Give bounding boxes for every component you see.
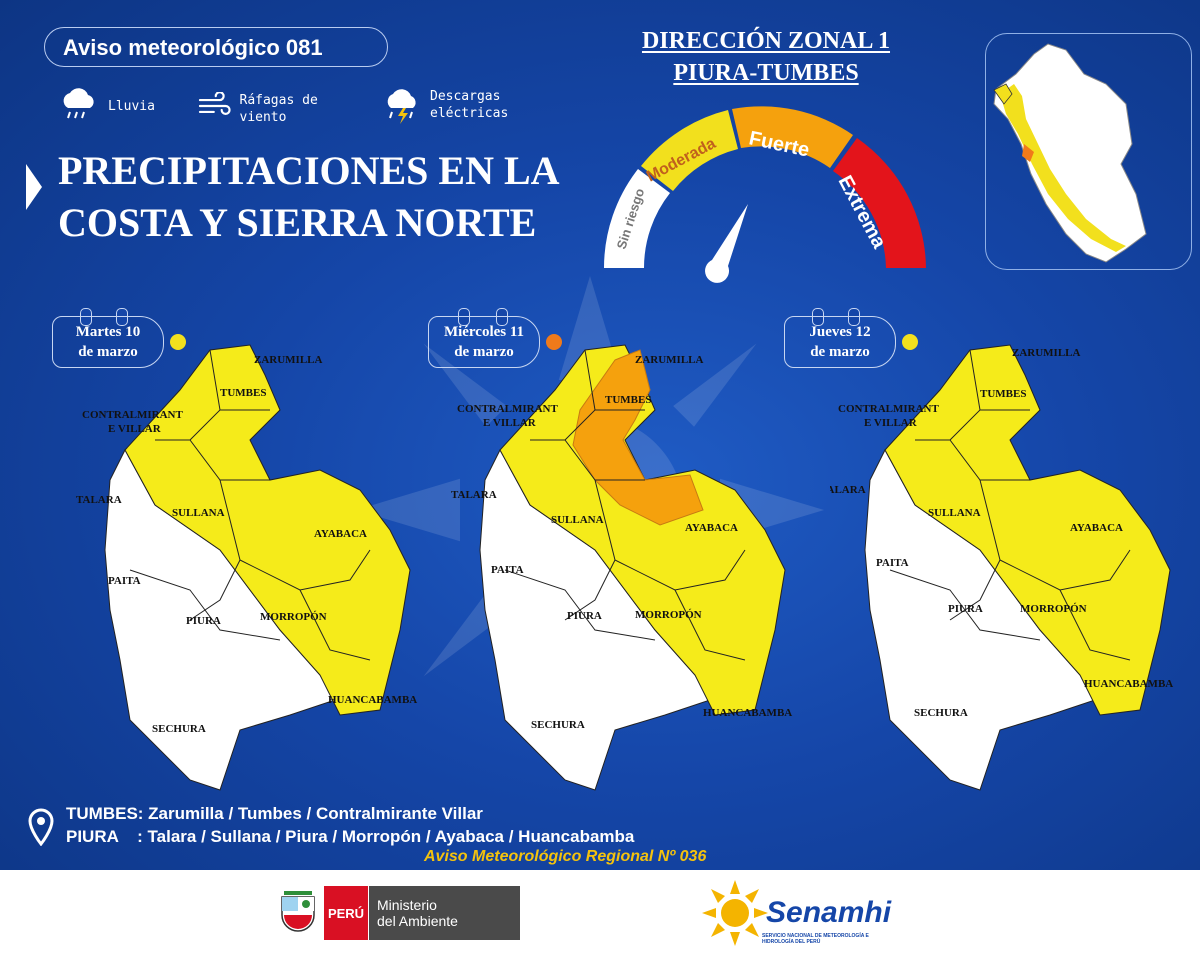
map-thursday: ZARUMILLA TUMBES CONTRALMIRANT E VILLAR … <box>830 344 1173 791</box>
date-label: Martes 10 de marzo <box>52 316 164 368</box>
province-borders <box>129 349 371 661</box>
footer: PERÚ Ministerio del Ambiente Senamhi SER… <box>0 870 1200 957</box>
label-contralmirante: CONTRALMIRANT <box>457 403 559 415</box>
wind-gust-icon <box>198 92 231 115</box>
gauge-segment-extrema <box>833 138 926 268</box>
date-badge-thursday: Jueves 12 de marzo <box>784 308 924 368</box>
map-tuesday: ZARUMILLA TUMBES CONTRALMIRANT E VILLAR … <box>76 344 417 791</box>
label-paita: PAITA <box>108 575 141 587</box>
level-dot <box>546 334 562 350</box>
ministry-label: Ministerio del Ambiente <box>368 886 520 940</box>
bulletin-number: 081 <box>285 35 323 60</box>
label-sullana: SULLANA <box>928 507 981 519</box>
headline: PRECIPITACIONES EN LA COSTA Y SIERRA NOR… <box>58 148 558 245</box>
piura-provinces: PIURA : Talara / Sullana / Piura / Morro… <box>66 827 635 846</box>
rain-cloud-icon <box>63 88 94 119</box>
label-tumbes: TUMBES <box>980 388 1026 400</box>
peru-ministry-logo: PERÚ Ministerio del Ambiente <box>278 886 520 940</box>
label-ayabaca: AYABACA <box>1070 522 1123 534</box>
date-badge-tuesday: Martes 10 de marzo <box>52 308 192 368</box>
gauge-needle <box>705 204 748 283</box>
label-huancabamba: HUANCABAMBA <box>328 694 417 706</box>
legend-label: Descargas eléctricas <box>430 89 509 121</box>
label-talara: TALARA <box>451 489 497 501</box>
label-piura: PIURA <box>186 615 221 627</box>
senamhi-logo: Senamhi SERVICIO NACIONAL DE METEOROLOGÍ… <box>700 878 891 948</box>
label-talara: TALARA <box>830 484 866 496</box>
gauge-segment-sin-riesgo <box>604 169 670 268</box>
legend-label: Lluvia <box>108 99 155 114</box>
label-piura: PIURA <box>567 610 602 622</box>
peru-label: PERÚ <box>324 886 368 940</box>
zone-line-1: DIRECCIÓN ZONAL 1 <box>641 28 891 54</box>
label-contralmirante-2: E VILLAR <box>864 417 918 429</box>
senamhi-subtitle: SERVICIO NACIONAL DE METEOROLOGÍA E HIDR… <box>762 933 869 945</box>
peru-minimap <box>993 43 1147 263</box>
legend-label: Ráfagas de viento <box>239 93 318 125</box>
label-morropon: MORROPÓN <box>1020 603 1087 615</box>
label-morropon: MORROPÓN <box>260 611 327 623</box>
label-ayabaca: AYABACA <box>314 528 367 540</box>
label-huancabamba: HUANCABAMBA <box>703 707 792 719</box>
label-sechura: SECHURA <box>914 707 968 719</box>
peru-coat-of-arms-icon <box>281 891 315 932</box>
location-pin-icon <box>28 808 54 846</box>
bulletin-title-pill: Aviso meteorológico 081 <box>44 27 388 67</box>
zone-title: DIRECCIÓN ZONAL 1 PIURA-TUMBES <box>600 25 932 89</box>
province-borders <box>504 349 746 661</box>
label-sullana: SULLANA <box>172 507 225 519</box>
province-borders <box>889 349 1131 661</box>
date-label: Jueves 12 de marzo <box>784 316 896 368</box>
level-dot <box>170 334 186 350</box>
label-paita: PAITA <box>491 564 524 576</box>
label-morropon: MORROPÓN <box>635 609 702 621</box>
region-orange <box>572 349 704 526</box>
label-sechura: SECHURA <box>531 719 585 731</box>
legend-lightning: Descargas eléctricas <box>382 88 542 126</box>
region-yellow <box>884 344 1171 716</box>
label-zarumilla: ZARUMILLA <box>254 354 323 366</box>
label-talara: TALARA <box>76 494 122 506</box>
legend-rain: Lluvia <box>58 86 155 124</box>
chevron-right-icon <box>26 164 42 210</box>
label-huancabamba: HUANCABAMBA <box>1084 678 1173 690</box>
tumbes-provinces: TUMBES: Zarumilla / Tumbes / Contralmira… <box>66 804 483 823</box>
level-dot <box>902 334 918 350</box>
date-label: Miércoles 11 de marzo <box>428 316 540 368</box>
label-sullana: SULLANA <box>551 514 604 526</box>
legend-wind: Ráfagas de viento <box>198 92 348 126</box>
map-wednesday: ZARUMILLA TUMBES CONTRALMIRANT E VILLAR … <box>451 344 792 791</box>
peru-minimap-frame <box>985 33 1192 270</box>
senamhi-sun-icon <box>702 880 768 946</box>
bulletin-title: Aviso meteorológico <box>63 35 280 60</box>
label-contralmirante-2: E VILLAR <box>108 423 162 435</box>
label-zarumilla: ZARUMILLA <box>1012 347 1081 359</box>
label-sechura: SECHURA <box>152 723 206 735</box>
label-ayabaca: AYABACA <box>685 522 738 534</box>
bulletin-panel: Aviso meteorológico 081 Lluvia Ráfagas d… <box>0 0 1200 870</box>
regional-notice: Aviso Meteorológico Regional Nº 036 <box>424 848 707 865</box>
region-yellow <box>124 344 411 716</box>
label-contralmirante: CONTRALMIRANT <box>82 409 184 421</box>
label-contralmirante-2: E VILLAR <box>483 417 537 429</box>
label-contralmirante: CONTRALMIRANT <box>838 403 940 415</box>
senamhi-name: Senamhi <box>766 896 892 929</box>
label-piura: PIURA <box>948 603 983 615</box>
gauge-segment-fuerte <box>732 106 853 168</box>
zone-line-2: PIURA-TUMBES <box>673 60 859 86</box>
lightning-cloud-icon <box>387 89 416 124</box>
label-paita: PAITA <box>876 557 909 569</box>
label-zarumilla: ZARUMILLA <box>635 354 704 366</box>
date-badge-wednesday: Miércoles 11 de marzo <box>428 308 568 368</box>
label-tumbes: TUMBES <box>220 387 266 399</box>
label-tumbes: TUMBES <box>605 394 651 406</box>
risk-gauge: Sin riesgo Moderada Fuerte Extrema <box>604 106 926 283</box>
gauge-segment-moderada <box>641 110 738 191</box>
